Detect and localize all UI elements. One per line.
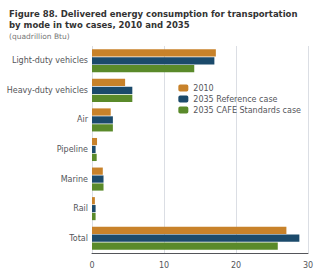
svg-text:Total: Total <box>68 234 88 243</box>
svg-text:2010: 2010 <box>193 84 213 93</box>
svg-text:30: 30 <box>303 261 313 270</box>
svg-text:10: 10 <box>159 261 169 270</box>
svg-text:2035 Reference case: 2035 Reference case <box>193 95 277 104</box>
svg-text:0: 0 <box>89 261 94 270</box>
svg-text:Heavy-duty vehicles: Heavy-duty vehicles <box>7 86 88 95</box>
svg-text:Marine: Marine <box>61 175 88 184</box>
svg-text:2035 CAFE Standards case: 2035 CAFE Standards case <box>193 106 301 115</box>
svg-text:by mode in two cases, 2010 and: by mode in two cases, 2010 and 2035 <box>9 20 190 30</box>
svg-text:Rail: Rail <box>73 204 88 213</box>
svg-text:20: 20 <box>231 261 241 270</box>
svg-text:Light-duty vehicles: Light-duty vehicles <box>12 56 88 65</box>
svg-text:(quadrillion Btu): (quadrillion Btu) <box>9 32 70 41</box>
svg-text:Air: Air <box>77 115 89 124</box>
svg-text:Figure 88. Delivered energy co: Figure 88. Delivered energy consumption … <box>9 9 297 19</box>
svg-text:Pipeline: Pipeline <box>57 145 88 154</box>
